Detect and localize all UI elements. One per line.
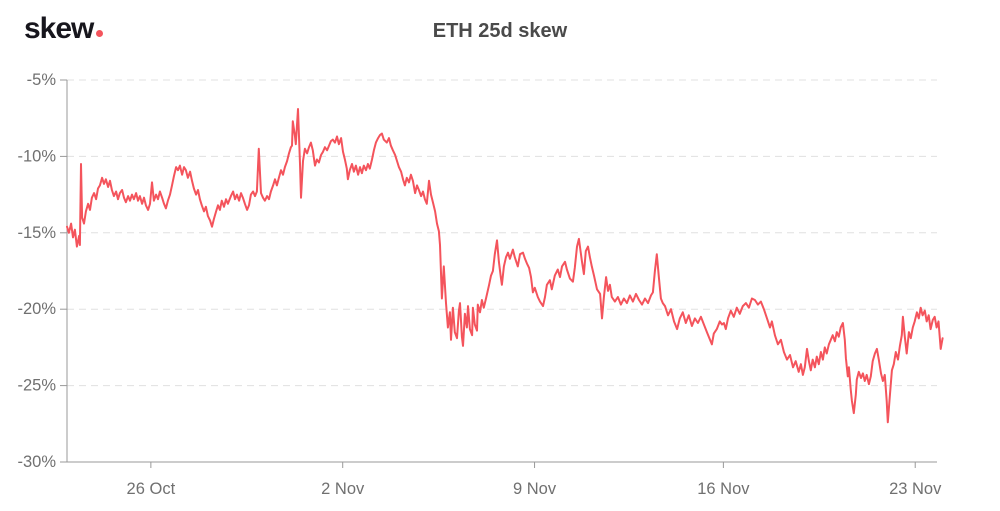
gridlines-group: [67, 79, 937, 387]
skew-logo-dot-icon: [96, 30, 104, 37]
x-tick-label: 16 Nov: [697, 480, 750, 498]
y-tick-label: -10%: [17, 147, 56, 165]
y-tick-label: -25%: [17, 377, 56, 395]
x-tick-label: 9 Nov: [513, 480, 557, 498]
skew-logo-text: skew: [24, 12, 94, 45]
tick-labels-group: -5% -10% -15% -20% -25% -30% 26 Oct 2 Nov 9 Nov 1…: [17, 71, 942, 498]
chart-title: ETH 25d skew: [432, 20, 568, 42]
x-tick-label: 2 Nov: [321, 480, 365, 498]
skew-logo[interactable]: skew: [24, 12, 104, 46]
axes-group: [60, 79, 937, 468]
y-tick-label: -20%: [17, 300, 56, 318]
skew-series-line: [66, 108, 944, 424]
y-tick-label: -15%: [17, 224, 56, 242]
y-tick-label: -30%: [17, 453, 56, 471]
series-group: [66, 108, 944, 424]
y-tick-label: -5%: [27, 71, 57, 89]
x-tick-label: 23 Nov: [889, 480, 942, 498]
x-tick-label: 26 Oct: [127, 480, 176, 498]
